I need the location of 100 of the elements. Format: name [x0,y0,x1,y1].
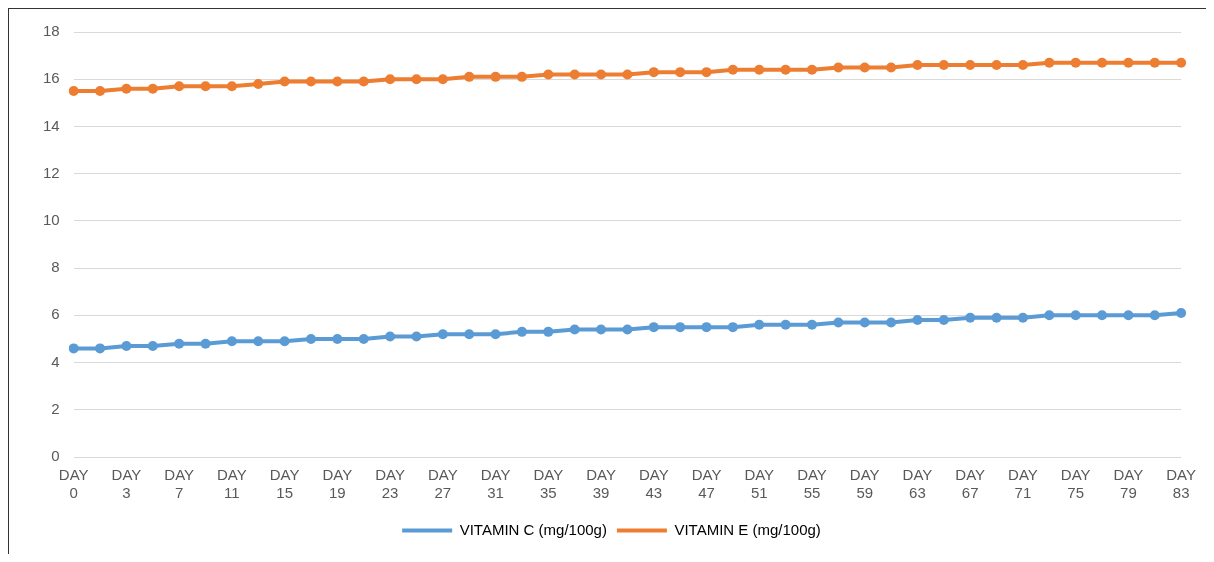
point [701,67,712,78]
point [385,331,396,342]
point [991,60,1002,71]
point [121,341,132,352]
point [464,329,475,340]
x-tick-label: DAY 19 [322,466,353,502]
point [596,69,607,80]
point [200,81,211,92]
point [95,343,106,354]
point [569,69,580,80]
point [437,329,448,340]
y-tick-label: 0 [51,447,60,465]
x-tick-label: DAY 75 [1060,466,1091,502]
point [200,338,211,349]
point [68,86,79,97]
x-tick-label: DAY 67 [955,466,986,502]
y-tick-label: 18 [43,22,60,40]
point [1070,310,1081,321]
point [569,324,580,335]
x-tick-label: DAY 11 [217,466,247,502]
point [279,76,290,87]
x-tick-label: DAY 55 [797,466,827,502]
x-tick-label: DAY 39 [586,466,616,502]
point [543,69,554,80]
point [833,62,844,73]
x-tick-label: DAY 31 [480,466,511,502]
x-tick-label: DAY 43 [638,466,669,502]
point [1070,57,1081,68]
point [727,64,738,75]
point [833,317,844,328]
point [648,322,659,333]
point [95,86,106,97]
y-tick-label: 12 [43,163,60,181]
y-tick-label: 14 [43,116,60,134]
x-tick-label: DAY 0 [58,466,89,502]
point [938,60,949,71]
x-tick-label: DAY 83 [1166,466,1196,502]
point [1097,57,1108,68]
point [358,76,369,87]
y-tick-label: 2 [51,399,60,417]
point [622,69,633,80]
x-tick-label: DAY 63 [902,466,933,502]
x-tick-label: DAY 79 [1113,466,1144,502]
point [306,333,316,344]
point [226,336,237,347]
point [859,317,870,328]
point [1149,57,1160,68]
y-tick-label: 16 [43,69,60,87]
x-tick-label: DAY 47 [691,466,722,502]
point [1123,310,1134,321]
y-tick-label: 6 [51,305,60,323]
legend-label: VITAMIN E (mg/100g) [674,520,821,538]
point [411,74,422,85]
point [121,83,132,94]
point [991,312,1002,323]
point [938,315,949,326]
point [490,329,501,340]
point [754,64,765,75]
y-tick-label: 10 [43,211,60,229]
x-tick-label: DAY 15 [269,466,300,502]
point [279,336,290,347]
point [411,331,422,342]
point [886,62,897,73]
point [596,324,607,335]
x-tick-label: DAY 7 [164,466,195,502]
point [912,60,923,71]
point [516,326,527,337]
point [332,76,343,87]
point [147,341,158,352]
point [385,74,396,85]
point [516,71,527,82]
point [648,67,659,78]
y-tick-label: 4 [51,352,60,370]
x-tick-label: DAY 59 [849,466,880,502]
point [174,338,185,349]
point [886,317,897,328]
point [675,67,686,78]
point [332,333,343,344]
point [806,319,817,330]
point [1097,310,1108,321]
point [306,76,316,87]
x-tick-label: DAY 35 [533,466,564,502]
point [174,81,185,92]
point [464,71,475,82]
point [253,336,264,347]
point [701,322,712,333]
point [1176,57,1187,68]
point [622,324,633,335]
point [1149,310,1160,321]
x-tick-label: DAY 23 [375,466,405,502]
point [490,71,501,82]
point [437,74,448,85]
point [147,83,158,94]
point [912,315,923,326]
point [1017,312,1028,323]
point [253,78,264,89]
x-tick-label: DAY 51 [744,466,775,502]
point [1017,60,1028,71]
point [1044,310,1055,321]
point [675,322,686,333]
